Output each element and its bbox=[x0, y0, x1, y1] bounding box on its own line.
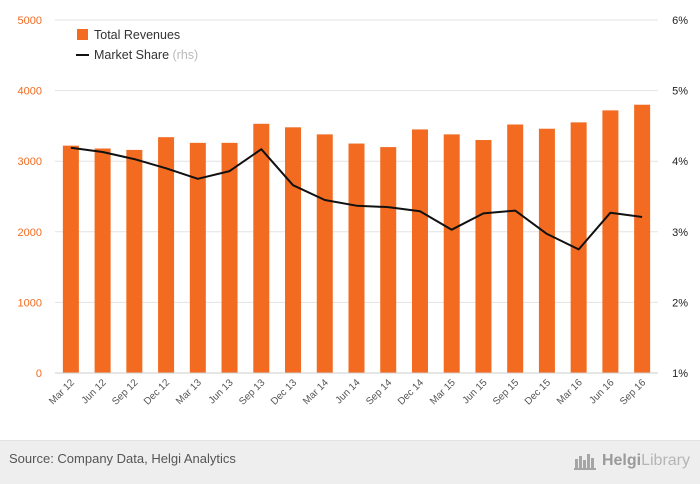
right-axis-tick-label: 1% bbox=[672, 368, 688, 380]
x-axis-tick-label: Dec 15 bbox=[523, 377, 553, 407]
x-axis-tick-label: Jun 13 bbox=[207, 377, 236, 406]
helgi-library-logo: Helgi Library bbox=[573, 450, 690, 472]
left-axis-tick-label: 3000 bbox=[18, 156, 42, 168]
revenue-bar bbox=[189, 142, 206, 373]
x-axis-tick-label: Dec 13 bbox=[269, 377, 299, 407]
x-axis-tick-label: Jun 14 bbox=[334, 377, 363, 406]
logo-text-library: Library bbox=[641, 452, 690, 469]
legend: Total Revenues Market Share (rhs) bbox=[76, 28, 198, 62]
left-axis-tick-label: 2000 bbox=[18, 227, 42, 239]
market-share-line bbox=[70, 146, 643, 251]
revenue-bar bbox=[602, 110, 619, 374]
revenue-bar bbox=[380, 147, 397, 373]
market-share-line-group bbox=[70, 146, 643, 251]
revenue-bar bbox=[285, 127, 302, 373]
revenue-bar bbox=[538, 128, 555, 373]
library-icon bbox=[573, 454, 596, 470]
left-axis-tick-label: 5000 bbox=[18, 15, 42, 27]
source-note: Source: Company Data, Helgi Analytics bbox=[9, 451, 236, 466]
x-axis-tick-label: Mar 15 bbox=[428, 377, 458, 407]
right-axis-tick-label: 3% bbox=[672, 227, 688, 239]
x-axis-tick-label: Sep 13 bbox=[237, 377, 267, 407]
x-axis-tick-label: Sep 14 bbox=[364, 377, 394, 407]
revenue-bar bbox=[158, 137, 175, 373]
x-axis-tick-label: Jun 16 bbox=[588, 377, 617, 406]
x-axis-tick-label: Sep 12 bbox=[110, 377, 140, 407]
revenue-bar bbox=[221, 142, 238, 373]
revenue-bar bbox=[126, 149, 143, 373]
legend-label-total-revenues: Total Revenues bbox=[94, 28, 180, 42]
revenue-bar bbox=[443, 134, 460, 373]
x-axis-tick-label: Dec 12 bbox=[142, 377, 172, 407]
revenue-bar bbox=[507, 124, 524, 373]
revenue-bar bbox=[348, 143, 365, 373]
x-axis-tick-label: Sep 16 bbox=[618, 377, 648, 407]
x-axis-tick-label: Mar 14 bbox=[301, 377, 331, 407]
x-axis-tick-label: Sep 15 bbox=[491, 377, 521, 407]
logo-text-helgi: Helgi bbox=[601, 452, 642, 469]
legend-rhs-note: (rhs) bbox=[173, 48, 199, 62]
revenue-bar bbox=[94, 148, 111, 373]
right-axis-tick-label: 4% bbox=[672, 156, 688, 168]
legend-swatch-total-revenues bbox=[77, 29, 88, 40]
revenue-bar bbox=[475, 140, 492, 373]
left-axis-tick-label: 4000 bbox=[18, 86, 42, 98]
footer: Source: Company Data, Helgi Analytics He… bbox=[0, 440, 700, 484]
x-axis-tick-label: Jun 12 bbox=[80, 377, 109, 406]
right-axis-tick-label: 6% bbox=[672, 15, 688, 27]
revenue-bars bbox=[62, 104, 651, 374]
x-axis-tick-label: Mar 16 bbox=[555, 377, 585, 407]
x-axis-tick-label: Dec 14 bbox=[396, 377, 426, 407]
revenue-bar bbox=[253, 123, 270, 373]
x-axis-tick-label: Mar 12 bbox=[47, 377, 77, 407]
x-axis-tick-label: Jun 15 bbox=[461, 377, 490, 406]
x-axis-tick-label: Mar 13 bbox=[174, 377, 204, 407]
revenue-bar bbox=[634, 104, 651, 373]
revenue-bar bbox=[411, 129, 428, 373]
left-axis-tick-label: 1000 bbox=[18, 297, 42, 309]
revenue-bar bbox=[570, 122, 587, 374]
revenue-bar bbox=[316, 134, 333, 373]
revenue-bar bbox=[62, 145, 79, 373]
right-axis-tick-label: 2% bbox=[672, 297, 688, 309]
left-axis-tick-label: 0 bbox=[36, 368, 42, 380]
right-axis-tick-label: 5% bbox=[672, 86, 688, 98]
legend-label-market-share: Market Share (rhs) bbox=[94, 48, 198, 62]
